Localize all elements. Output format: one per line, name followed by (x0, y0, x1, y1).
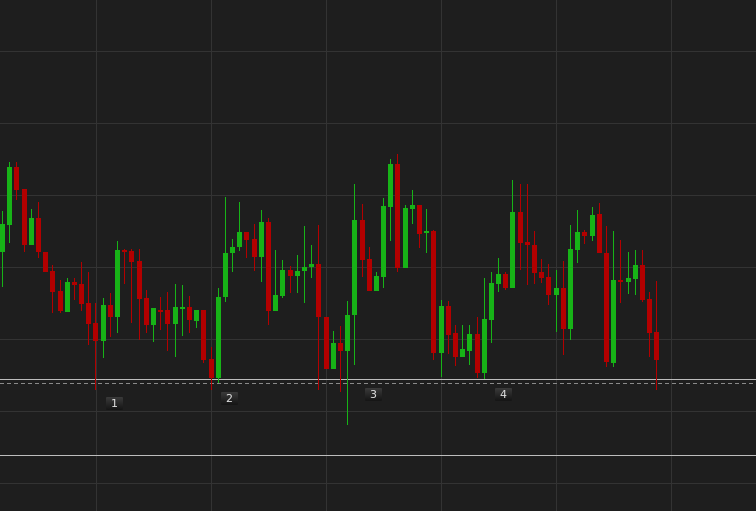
candle-body-up (230, 247, 235, 253)
candle-body-down (50, 271, 55, 292)
candle-body-down (58, 291, 63, 311)
candle-body-up (115, 250, 120, 317)
candle-body-down (209, 359, 214, 378)
candle-body-down (288, 270, 293, 276)
candle-body-down (453, 333, 458, 357)
candle-body-down (475, 334, 480, 373)
candle-body-down (431, 231, 436, 353)
candle-body-up (460, 349, 465, 357)
candle-body-down (165, 310, 170, 324)
candle-body-down (129, 251, 134, 262)
candle-body-down (503, 274, 508, 288)
candle-body-down (201, 310, 206, 360)
candle-body-down (561, 288, 566, 329)
marker-4[interactable]: 4 (495, 388, 512, 401)
candle-body-down (338, 343, 343, 351)
candle-body-down (36, 218, 41, 252)
marker-3[interactable]: 3 (365, 388, 382, 401)
candle-body-down (518, 212, 523, 243)
candle-body-up (331, 343, 336, 369)
candle-body-up (403, 208, 408, 268)
candle-body-up (424, 231, 429, 233)
candle-body-down (266, 222, 271, 311)
candle-body-down (367, 259, 372, 291)
candle-body-down (618, 280, 623, 282)
candle-body-down (43, 252, 48, 272)
marker-1[interactable]: 1 (106, 397, 123, 410)
candle-body-up (496, 274, 501, 284)
candle-body-down (324, 317, 329, 369)
candle-body-up (151, 308, 156, 325)
candle-body-up (309, 264, 314, 267)
candle-body-up (374, 276, 379, 291)
candle-body-down (137, 261, 142, 299)
candle-body-down (532, 245, 537, 273)
candle-body-up (273, 295, 278, 311)
candle-body-up (29, 218, 34, 245)
candle-body-down (546, 277, 551, 295)
candle-body-up (237, 232, 242, 247)
candle-body-down (158, 310, 163, 312)
candle-body-down (597, 214, 602, 253)
candle-body-down (187, 307, 192, 320)
candle-body-up (482, 319, 487, 373)
candle-body-up (410, 205, 415, 209)
candle-body-up (223, 253, 228, 297)
candle-body-up (295, 271, 300, 276)
candle-body-down (93, 323, 98, 341)
candle-body-down (144, 298, 149, 325)
candle-body-up (216, 297, 221, 378)
candle-body-down (525, 242, 530, 245)
candle-body-down (360, 220, 365, 260)
candle-body-up (439, 306, 444, 353)
candle-body-down (122, 250, 127, 252)
candle-body-down (539, 272, 544, 278)
candle-body-up (611, 280, 616, 363)
candle-body-down (252, 239, 257, 257)
candle-body-up (633, 265, 638, 279)
candle-body-up (467, 334, 472, 351)
candle-body-down (14, 167, 19, 190)
candle-body-up (489, 283, 494, 320)
candle-body-up (65, 282, 70, 312)
candle-body-up (554, 288, 559, 295)
candle-body-down (22, 189, 27, 245)
candle-body-up (101, 305, 106, 341)
candle-body-down (108, 305, 113, 317)
candle-body-up (0, 224, 5, 252)
candle-body-up (568, 249, 573, 329)
candle-body-down (79, 284, 84, 304)
candle-body-down (316, 264, 321, 317)
candle-body-down (654, 332, 659, 360)
candle-body-up (352, 220, 357, 315)
candle-body-up (381, 206, 386, 277)
candle-body-up (302, 267, 307, 271)
candle-body-up (388, 164, 393, 207)
candle-body-down (244, 232, 249, 240)
candle-body-up (180, 307, 185, 309)
candle-body-down (72, 282, 77, 285)
candle-body-up (626, 278, 631, 282)
candle-body-up (575, 232, 580, 250)
candle-body-up (173, 307, 178, 324)
candle-body-up (280, 270, 285, 296)
candle-body-down (640, 265, 645, 300)
candle-body-up (590, 215, 595, 236)
candle-body-up (345, 315, 350, 351)
candle-body-down (604, 253, 609, 362)
candle-body-up (259, 222, 264, 257)
candle-body-down (86, 303, 91, 324)
candle-body-down (446, 306, 451, 335)
candle-body-down (395, 164, 400, 268)
candle-body-down (417, 205, 422, 234)
candle-body-down (582, 232, 587, 236)
marker-2[interactable]: 2 (221, 392, 238, 405)
candle-body-up (194, 310, 199, 321)
candle-body-down (647, 299, 652, 333)
candle-body-up (510, 212, 515, 288)
candle-body-up (7, 167, 12, 225)
